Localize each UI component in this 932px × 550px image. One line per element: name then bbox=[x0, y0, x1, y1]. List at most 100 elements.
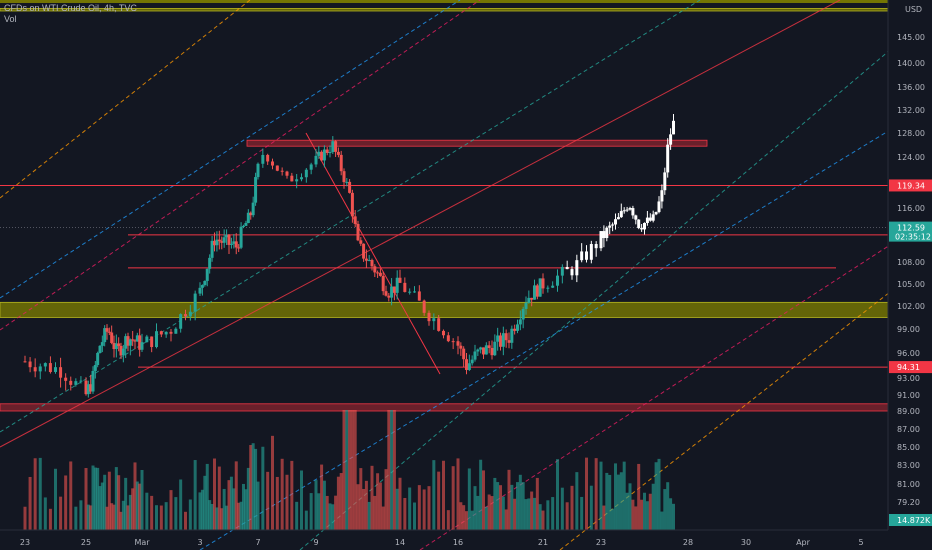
volume-bar bbox=[155, 505, 158, 530]
volume-bar bbox=[188, 499, 192, 530]
volume-bar bbox=[608, 474, 612, 530]
candle-body bbox=[336, 151, 340, 155]
candle-body bbox=[527, 297, 531, 303]
volume-bar bbox=[473, 486, 477, 530]
candle-body bbox=[213, 240, 216, 246]
volume-bar bbox=[580, 496, 584, 530]
volume-bar bbox=[110, 503, 114, 530]
y-tick-label: 102.00 bbox=[897, 302, 925, 311]
candle-body bbox=[575, 260, 579, 276]
volume-bar bbox=[334, 495, 338, 530]
candle-body bbox=[107, 331, 111, 333]
candle-body bbox=[193, 293, 197, 312]
candle-body bbox=[28, 361, 32, 368]
candle-body bbox=[398, 277, 402, 283]
y-tick-label: 132.00 bbox=[897, 106, 925, 115]
candle-body bbox=[348, 181, 352, 193]
volume-bar bbox=[339, 473, 343, 530]
candle-body bbox=[356, 223, 360, 241]
candle-body bbox=[417, 291, 421, 301]
candle-body bbox=[271, 161, 274, 166]
volume-bar bbox=[614, 463, 617, 530]
candle-body bbox=[128, 339, 132, 346]
candle-body bbox=[140, 342, 144, 350]
volume-bar bbox=[145, 492, 149, 530]
candle-body bbox=[280, 170, 284, 172]
volume-bar bbox=[619, 472, 623, 530]
volume-bar bbox=[200, 489, 204, 530]
candle-body bbox=[23, 361, 27, 363]
volume-bar bbox=[43, 497, 47, 530]
volume-bar bbox=[560, 487, 564, 530]
volume-bar bbox=[459, 502, 463, 530]
candle-body bbox=[227, 234, 231, 245]
volume-bar bbox=[476, 495, 480, 530]
candle-body bbox=[551, 285, 555, 288]
candle-body bbox=[490, 347, 494, 356]
candle-body bbox=[616, 217, 620, 220]
volume-bar bbox=[643, 492, 646, 530]
volume-bar bbox=[546, 500, 550, 530]
volume-bar bbox=[575, 472, 579, 530]
volume-tag: 14.872K bbox=[897, 516, 931, 525]
volume-bar bbox=[304, 510, 308, 530]
volume-bar bbox=[521, 482, 525, 530]
volume-bar bbox=[114, 467, 118, 530]
candle-body bbox=[473, 351, 477, 360]
candle-body bbox=[413, 291, 416, 293]
volume-bar bbox=[105, 506, 109, 530]
channel-line-5 bbox=[199, 129, 891, 550]
volume-bar bbox=[205, 463, 209, 530]
volume-bar bbox=[244, 489, 248, 530]
volume-bar bbox=[348, 410, 352, 530]
volume-bar bbox=[198, 492, 202, 530]
candle-body bbox=[594, 244, 598, 249]
candle-body bbox=[256, 163, 260, 178]
candle-body bbox=[210, 240, 214, 258]
volume-bar bbox=[605, 472, 609, 530]
candle-body bbox=[114, 343, 118, 350]
volume-bar bbox=[119, 511, 123, 530]
volume-bar bbox=[666, 482, 670, 530]
volume-bar bbox=[48, 508, 52, 530]
candle-body bbox=[373, 266, 377, 273]
candle-body bbox=[465, 359, 468, 370]
y-tick-label: 99.00 bbox=[897, 325, 920, 334]
olive-zone-top bbox=[0, 0, 888, 3]
volume-bar bbox=[246, 467, 250, 530]
candle-body bbox=[625, 209, 629, 211]
candle-body bbox=[524, 302, 528, 309]
candle-body bbox=[456, 341, 460, 346]
volume-bar bbox=[651, 483, 655, 530]
candle-body bbox=[533, 285, 536, 300]
candle-body bbox=[33, 367, 37, 372]
volume-bar bbox=[556, 459, 559, 530]
volume-bar bbox=[551, 497, 555, 530]
candle-body bbox=[242, 225, 245, 227]
volume-bar bbox=[138, 483, 142, 530]
channel-line-0 bbox=[0, 0, 841, 448]
volume-bar bbox=[179, 479, 183, 530]
volume-bar bbox=[64, 475, 68, 530]
candle-body bbox=[541, 278, 545, 289]
candle-body bbox=[648, 217, 652, 221]
y-tick-label: 89.00 bbox=[897, 407, 920, 416]
candle-body bbox=[244, 222, 248, 226]
candle-body bbox=[215, 239, 219, 246]
candle-body bbox=[100, 342, 104, 346]
volume-bar bbox=[314, 480, 318, 530]
level-lower-tag: 94.31 bbox=[897, 363, 920, 372]
volume-bar bbox=[59, 496, 63, 530]
volume-bar bbox=[648, 493, 652, 530]
volume-bar bbox=[645, 501, 649, 530]
volume-bar bbox=[249, 445, 253, 530]
volume-bar bbox=[413, 502, 416, 530]
volume-bar bbox=[660, 511, 664, 530]
candle-body bbox=[521, 308, 525, 320]
candle-body bbox=[119, 345, 123, 356]
channel-line-1 bbox=[0, 0, 251, 199]
candle-body bbox=[493, 341, 497, 356]
volume-bar bbox=[275, 476, 279, 530]
candle-body bbox=[353, 216, 357, 224]
